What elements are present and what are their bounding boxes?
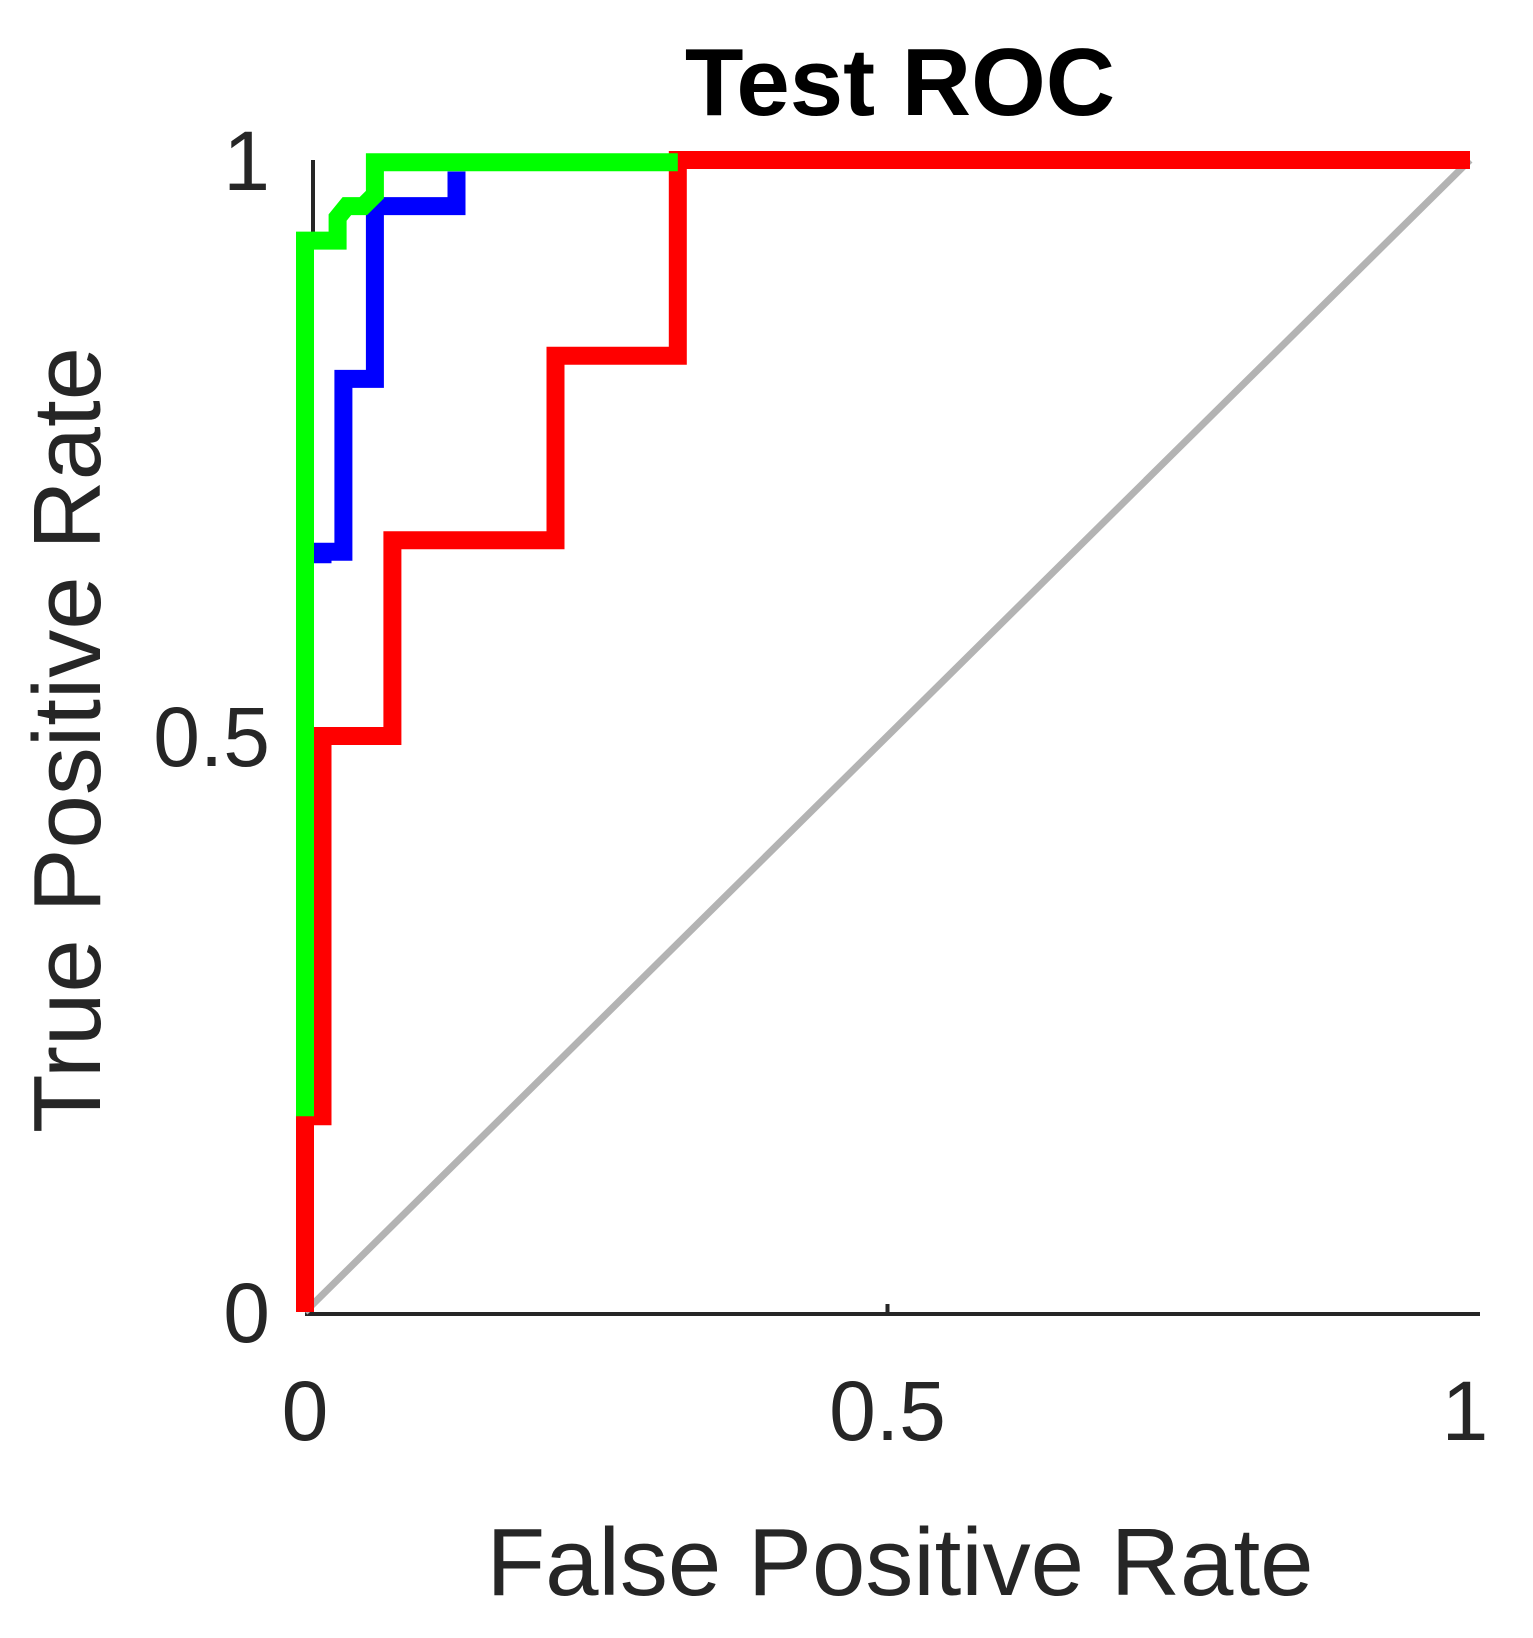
x-tick-label: 0 [282, 1364, 329, 1458]
y-tick-label: 0 [223, 1266, 270, 1360]
series-layer [296, 151, 1473, 1315]
x-tick-label: 0.5 [829, 1364, 946, 1458]
diagonal-reference-line [302, 157, 1473, 1315]
y-tick-label: 1 [223, 114, 270, 208]
y-tick-label: 0.5 [153, 690, 270, 784]
chart-title: Test ROC [685, 29, 1115, 136]
x-axis-label: False Positive Rate [486, 1509, 1313, 1616]
y-axis-label: True Positive Rate [14, 347, 121, 1133]
red-roc-line [296, 151, 1470, 1312]
x-tick-label: 1 [1442, 1364, 1489, 1458]
green-roc-line [296, 153, 678, 1117]
blue-roc-line [313, 171, 466, 564]
